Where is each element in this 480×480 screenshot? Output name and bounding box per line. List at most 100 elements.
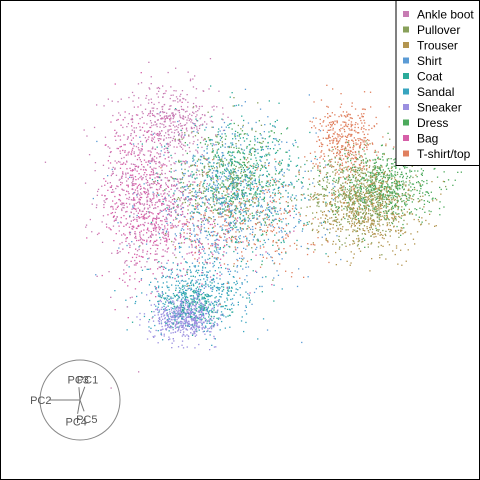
data-point <box>358 198 360 200</box>
data-point <box>347 170 349 172</box>
data-point <box>330 164 332 166</box>
data-point <box>286 141 288 143</box>
data-point <box>198 295 200 298</box>
data-point <box>166 241 168 243</box>
data-point <box>319 172 322 174</box>
data-point <box>141 242 143 244</box>
data-point <box>244 279 246 281</box>
data-point <box>168 125 170 127</box>
data-point <box>193 159 195 161</box>
data-point <box>147 192 149 194</box>
data-point <box>168 200 170 202</box>
data-point <box>135 179 137 181</box>
data-point <box>359 222 361 224</box>
data-point <box>411 165 413 167</box>
data-point <box>205 312 208 315</box>
data-point <box>86 135 88 137</box>
data-point <box>185 304 187 306</box>
data-point <box>322 178 324 180</box>
data-point <box>109 186 111 188</box>
data-point <box>337 136 339 138</box>
data-point <box>164 317 166 319</box>
data-point <box>213 304 215 306</box>
data-point <box>181 286 183 288</box>
data-point <box>358 221 360 223</box>
data-point <box>357 243 359 246</box>
data-point <box>386 182 388 184</box>
data-point <box>202 309 204 312</box>
data-point <box>164 172 166 175</box>
data-point <box>161 272 163 274</box>
data-point <box>332 187 334 189</box>
data-point <box>156 134 159 136</box>
data-point <box>368 231 370 233</box>
data-point <box>377 246 380 248</box>
data-point <box>307 188 309 190</box>
data-point <box>334 200 337 202</box>
data-point <box>225 210 227 212</box>
data-point <box>264 138 266 140</box>
data-point <box>308 178 310 180</box>
data-point <box>125 272 127 274</box>
data-point <box>198 108 200 110</box>
data-point <box>363 113 365 115</box>
data-point <box>336 133 338 135</box>
data-point <box>273 199 275 201</box>
data-point <box>217 187 219 189</box>
data-point <box>168 205 171 207</box>
data-point <box>374 207 376 209</box>
data-point <box>253 217 255 219</box>
data-point <box>134 155 136 157</box>
data-point <box>261 211 263 214</box>
data-point <box>96 194 98 196</box>
data-point <box>221 197 223 200</box>
data-point <box>131 321 134 323</box>
data-point <box>203 157 205 159</box>
data-point <box>364 202 366 204</box>
data-point <box>349 146 351 149</box>
data-point <box>391 212 393 215</box>
data-point <box>253 172 255 174</box>
data-point <box>175 209 177 211</box>
data-point <box>104 144 106 146</box>
data-point <box>154 224 156 227</box>
data-point <box>236 258 238 261</box>
data-point <box>373 220 375 222</box>
data-point <box>125 240 127 242</box>
data-point <box>158 194 160 196</box>
data-point <box>296 199 298 201</box>
data-point <box>374 186 376 188</box>
data-point <box>120 145 122 148</box>
data-point <box>187 175 190 177</box>
data-point <box>363 207 366 210</box>
data-point <box>185 294 187 296</box>
data-point <box>389 192 391 194</box>
data-point <box>160 135 162 137</box>
data-point <box>378 189 381 191</box>
data-point <box>375 116 377 119</box>
data-point <box>336 224 338 227</box>
data-point <box>181 340 184 342</box>
data-point <box>245 291 247 293</box>
data-point <box>279 171 281 173</box>
data-point <box>361 207 363 210</box>
data-point <box>241 165 243 167</box>
data-point <box>422 192 424 194</box>
data-point <box>156 152 158 154</box>
data-point <box>197 327 200 329</box>
data-point <box>218 216 220 218</box>
data-point <box>199 319 201 321</box>
data-point <box>170 201 172 203</box>
data-point <box>212 193 214 196</box>
data-point <box>346 158 349 160</box>
data-point <box>319 170 321 173</box>
data-point <box>206 218 208 220</box>
data-point <box>173 193 175 196</box>
data-point <box>123 233 125 235</box>
data-point <box>168 339 170 341</box>
data-point <box>216 152 218 154</box>
data-point <box>354 202 356 204</box>
data-point <box>376 154 378 156</box>
data-point <box>112 216 115 218</box>
data-point <box>341 136 344 138</box>
